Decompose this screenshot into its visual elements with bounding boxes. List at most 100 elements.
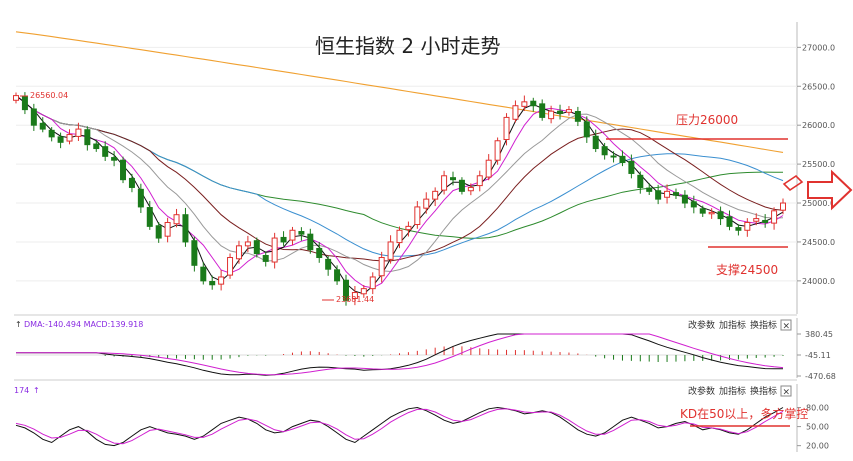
candle-body: [182, 214, 189, 243]
candle-body: [512, 105, 519, 120]
high-label: 26560.04: [30, 91, 68, 100]
candle-body: [137, 188, 144, 208]
candle-body: [708, 211, 715, 215]
candle-body: [200, 266, 207, 282]
main-tick-label: 25500.0: [802, 160, 835, 169]
candle-body: [583, 121, 590, 138]
candle-body: [298, 231, 305, 235]
main-tick-label: 24000.0: [802, 277, 835, 286]
candle-body: [610, 155, 617, 158]
candle-body: [753, 218, 760, 222]
candle-body: [414, 206, 421, 226]
arrow-outline-icon: [807, 169, 853, 211]
candle-body: [592, 135, 599, 150]
kd-k-line: [15, 406, 784, 447]
candle-body: [39, 122, 46, 130]
candle-body: [485, 159, 492, 178]
candle-body: [628, 160, 635, 174]
candle-body: [548, 110, 555, 120]
candle-body: [30, 108, 37, 126]
candle-body: [57, 136, 64, 143]
arrow-small-icon: [782, 174, 804, 192]
candle-body: [146, 207, 153, 227]
candle-body: [316, 247, 323, 259]
candle-body: [173, 214, 180, 225]
candle-body: [699, 208, 706, 214]
candle-body: [325, 258, 332, 270]
candle-body: [690, 201, 697, 208]
candle-body: [771, 210, 778, 224]
resistance-label: 压力26000: [676, 113, 738, 127]
ma-line-gray: [15, 95, 784, 273]
candle-body: [476, 175, 483, 187]
main-tick-label: 26500.0: [802, 82, 835, 91]
candle-body: [780, 202, 786, 211]
candle-body: [530, 100, 537, 107]
candle-body: [574, 110, 581, 122]
candle-body: [66, 134, 73, 142]
dma-change-indicator-button[interactable]: 换指标: [750, 319, 777, 331]
candle-body: [360, 288, 367, 295]
candle-body: [128, 177, 135, 188]
dma-tick-label: -45.11: [805, 351, 831, 360]
candle-body: [262, 254, 269, 262]
kd-tick-label: 20.00: [806, 442, 829, 451]
candle-body: [664, 190, 671, 198]
dma-close-icon[interactable]: ×: [783, 322, 791, 332]
candle-body: [726, 216, 733, 227]
kd-header: 174: [14, 386, 29, 395]
chart-title: 恒生指数 2 小时走势: [315, 34, 500, 58]
kd-d-line: [15, 408, 784, 445]
candle-body: [235, 245, 242, 260]
candle-body: [334, 269, 341, 282]
candle-body: [75, 128, 82, 137]
candle-body: [209, 280, 216, 286]
candle-body: [521, 101, 528, 107]
kd-close-icon[interactable]: ×: [783, 388, 791, 398]
ama-line: [16, 333, 784, 376]
candle-body: [227, 257, 234, 276]
dma-tick-label: 380.45: [805, 330, 833, 339]
candle-body: [494, 140, 501, 161]
candle-body: [271, 237, 278, 263]
candle-body: [253, 240, 260, 255]
support-label: 支撑24500: [716, 262, 778, 277]
kd-change-params-button[interactable]: 改参数: [688, 385, 715, 397]
candle-body: [565, 109, 572, 113]
candle-body: [342, 279, 349, 301]
candle-body: [405, 225, 412, 231]
kd-change-indicator-button[interactable]: 换指标: [750, 385, 777, 397]
candle-body: [218, 276, 225, 285]
main-tick-label: 26000.0: [802, 121, 835, 130]
candle-body: [441, 175, 448, 191]
candle-body: [387, 241, 394, 260]
candle-body: [93, 143, 100, 150]
dma-header: DMA:-140.494 MACD:139.918: [24, 320, 143, 329]
dma-change-params-button[interactable]: 改参数: [688, 319, 715, 331]
dma-tick-label: -470.68: [805, 372, 836, 381]
candle-body: [646, 187, 653, 192]
candle-body: [619, 155, 626, 164]
candle-body: [637, 174, 644, 188]
candle-body: [432, 190, 439, 200]
dma-add-indicator-button[interactable]: 加指标: [719, 319, 746, 331]
candle-body: [307, 233, 314, 251]
dma-arrow-icon: ↑: [15, 320, 22, 329]
kd-add-indicator-button[interactable]: 加指标: [719, 385, 746, 397]
low-label: 23681.44: [336, 295, 374, 304]
candle-body: [164, 221, 171, 237]
kd-close-box[interactable]: [780, 385, 792, 397]
kd-tick-label: 50.00: [806, 423, 829, 432]
candle-body: [539, 103, 546, 118]
candle-body: [601, 146, 608, 156]
candle-body: [369, 276, 376, 290]
candle-body: [450, 177, 457, 181]
candle-body: [655, 190, 662, 200]
dma-close-box[interactable]: [780, 319, 792, 331]
candle-body: [155, 225, 162, 239]
candle-body: [191, 240, 198, 266]
kd-tick-label: 80.00: [806, 404, 829, 413]
candle-body: [717, 211, 724, 220]
main-tick-label: 25000.0: [802, 199, 835, 208]
